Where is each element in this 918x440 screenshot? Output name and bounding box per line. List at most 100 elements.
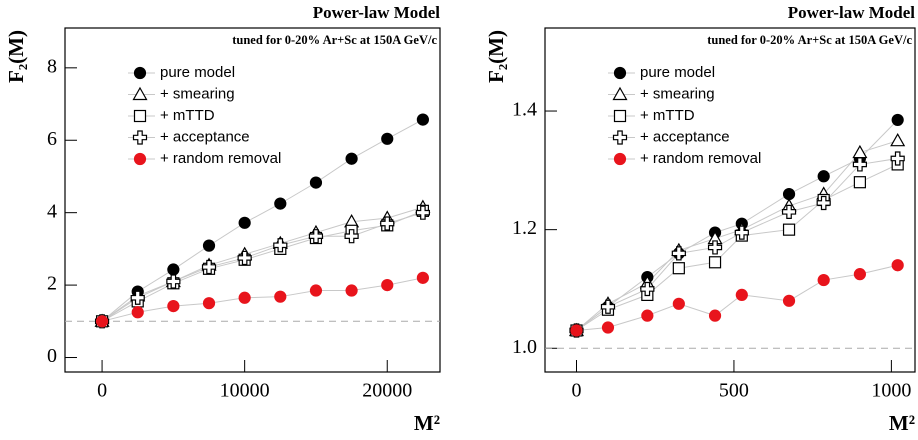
marker (167, 299, 180, 313)
y-tick-label: 8 (47, 55, 57, 77)
legend-label: + smearing (160, 85, 235, 102)
panel: Power-law Model tuned for 0-20% Ar+Sc at … (4, 3, 441, 435)
series-line (576, 119, 899, 331)
series-line (101, 210, 424, 322)
x-tick-label: 0 (571, 380, 581, 402)
x-tick-label: 1000 (871, 380, 911, 402)
marker (309, 176, 323, 189)
legend-label: pure model (160, 64, 235, 81)
chart-title: Power-law Model (313, 3, 441, 22)
marker (890, 132, 906, 147)
legend-marker (133, 152, 147, 166)
marker (345, 284, 358, 297)
series-line (101, 119, 424, 322)
marker (672, 262, 685, 275)
x-axis-label: M² (889, 411, 915, 435)
marker (734, 225, 749, 240)
y-axis-label: F₂(M) (484, 30, 508, 83)
y-tick-label: 1.0 (512, 336, 537, 358)
marker (130, 290, 145, 305)
marker (95, 315, 109, 328)
legend-marker (133, 109, 147, 123)
y-axis-label: F₂(M) (4, 30, 28, 83)
x-tick-label: 0 (97, 380, 107, 402)
marker (201, 259, 217, 275)
marker (782, 187, 796, 201)
marker (416, 271, 429, 284)
marker (273, 238, 288, 253)
legend-label: + random removal (160, 150, 281, 167)
marker (671, 246, 686, 261)
chart-subtitle: tuned for 0-20% Ar+Sc at 150A GeV/c (232, 33, 437, 47)
series-line (576, 264, 898, 331)
marker (735, 288, 748, 301)
legend-marker (613, 109, 627, 123)
marker (640, 281, 655, 297)
marker (131, 306, 144, 319)
series-line (101, 277, 423, 322)
x-tick-label: 20000 (362, 380, 412, 402)
y-tick-label: 6 (47, 128, 57, 150)
legend-label: + mTTD (160, 107, 215, 124)
legend-label: pure model (640, 64, 715, 81)
series-line (101, 212, 424, 322)
x-tick-label: 500 (719, 380, 749, 402)
legend-marker (613, 66, 627, 80)
plot-frame (544, 27, 916, 373)
marker (641, 309, 654, 322)
y-tick-label: 2 (47, 273, 57, 295)
panel: Power-law Model tuned for 0-20% Ar+Sc at … (484, 3, 916, 435)
marker (309, 284, 323, 297)
marker (238, 291, 251, 304)
marker (238, 216, 251, 229)
series-line (576, 157, 898, 331)
marker (416, 113, 429, 126)
legend-marker (612, 86, 628, 101)
marker (817, 273, 830, 287)
marker (600, 299, 616, 314)
marker (817, 170, 830, 183)
marker (852, 157, 867, 172)
legend-label: + mTTD (640, 107, 695, 124)
marker (890, 151, 905, 166)
marker (381, 278, 394, 292)
marker (237, 250, 252, 266)
marker (781, 204, 797, 219)
marker (381, 132, 394, 145)
y-tick-label: 1.2 (512, 217, 537, 239)
marker (308, 229, 324, 244)
x-axis-label: M² (414, 411, 440, 435)
series-line (576, 140, 898, 331)
marker (707, 240, 723, 255)
y-tick-label: 1.4 (512, 99, 537, 121)
series-line (576, 163, 898, 331)
marker (853, 176, 866, 189)
marker (853, 268, 866, 281)
marker (708, 256, 722, 269)
marker (167, 263, 180, 276)
legend-label: + smearing (640, 85, 715, 102)
marker (202, 239, 216, 252)
series-line (101, 206, 424, 322)
marker (380, 216, 395, 231)
marker (816, 195, 831, 211)
plot-frame (64, 27, 441, 373)
marker (782, 223, 796, 236)
marker (708, 309, 722, 322)
legend-marker (612, 130, 628, 145)
marker (202, 297, 216, 310)
marker (891, 113, 904, 127)
marker (672, 297, 685, 310)
marker (601, 321, 615, 334)
legend-marker (613, 152, 627, 166)
marker (345, 152, 358, 165)
legend-label: + acceptance (160, 128, 250, 145)
marker (166, 274, 181, 289)
legend-marker (132, 130, 148, 145)
marker (782, 294, 796, 307)
marker (852, 144, 868, 159)
legend-label: + random removal (640, 150, 761, 167)
marker (891, 259, 904, 272)
marker (344, 229, 359, 244)
